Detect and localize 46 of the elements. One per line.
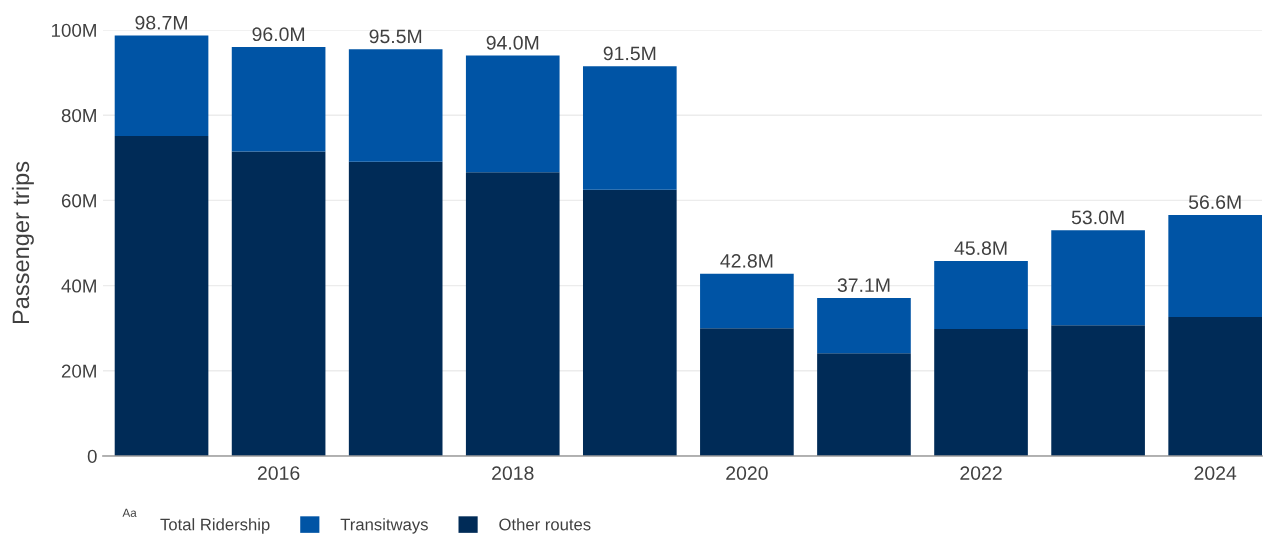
total-label: 98.7M (135, 15, 187, 30)
total-label: 53.0M (1071, 210, 1124, 225)
total-label: 56.6M (1188, 195, 1241, 209)
bar (231, 47, 326, 152)
total-label: 95.5M (369, 29, 422, 44)
bar (114, 136, 209, 456)
total-label: 94.0M (486, 35, 539, 50)
y-tick-label: 40M (61, 279, 96, 293)
total-label: 42.8M (720, 253, 773, 268)
bar (1168, 214, 1262, 318)
text: Aa (122, 508, 137, 517)
y-tick-label: 100M (51, 23, 96, 37)
y-tick-label: 20M (61, 364, 96, 378)
bar (465, 172, 560, 456)
x-tick-label: 2020 (726, 466, 768, 480)
legend-label: Transitways (340, 518, 428, 534)
x-tick-label: 2016 (257, 466, 300, 480)
bar (582, 189, 677, 456)
bar (114, 35, 209, 137)
y-tick-label: 0 (87, 449, 97, 463)
bar (934, 329, 1028, 456)
bar (231, 151, 326, 456)
bar (700, 328, 794, 456)
total-label: 96.0M (252, 27, 305, 42)
y-axis-title: Passenger trips (11, 161, 34, 324)
legend-label: Other routes (499, 518, 591, 531)
x-tick-label: 2022 (960, 466, 1002, 480)
bar (817, 353, 911, 456)
y-tick-label: 60M (61, 194, 96, 208)
bar (465, 55, 560, 173)
bar (348, 161, 443, 456)
bar (700, 273, 794, 329)
x-tick-label: 2018 (492, 466, 534, 480)
bar (1168, 317, 1262, 456)
x-tick-label: 2024 (1194, 466, 1237, 480)
total-label: 91.5M (603, 46, 656, 61)
y-tick-label: 80M (61, 108, 96, 123)
bar (934, 260, 1028, 330)
text: Total Ridership (160, 518, 270, 534)
bar (582, 66, 677, 190)
bar (348, 49, 443, 162)
bar (817, 297, 911, 354)
bar (1051, 230, 1145, 326)
total-label: 45.8M (954, 241, 1007, 255)
bar (1051, 325, 1145, 456)
total-label: 37.1M (837, 278, 890, 293)
